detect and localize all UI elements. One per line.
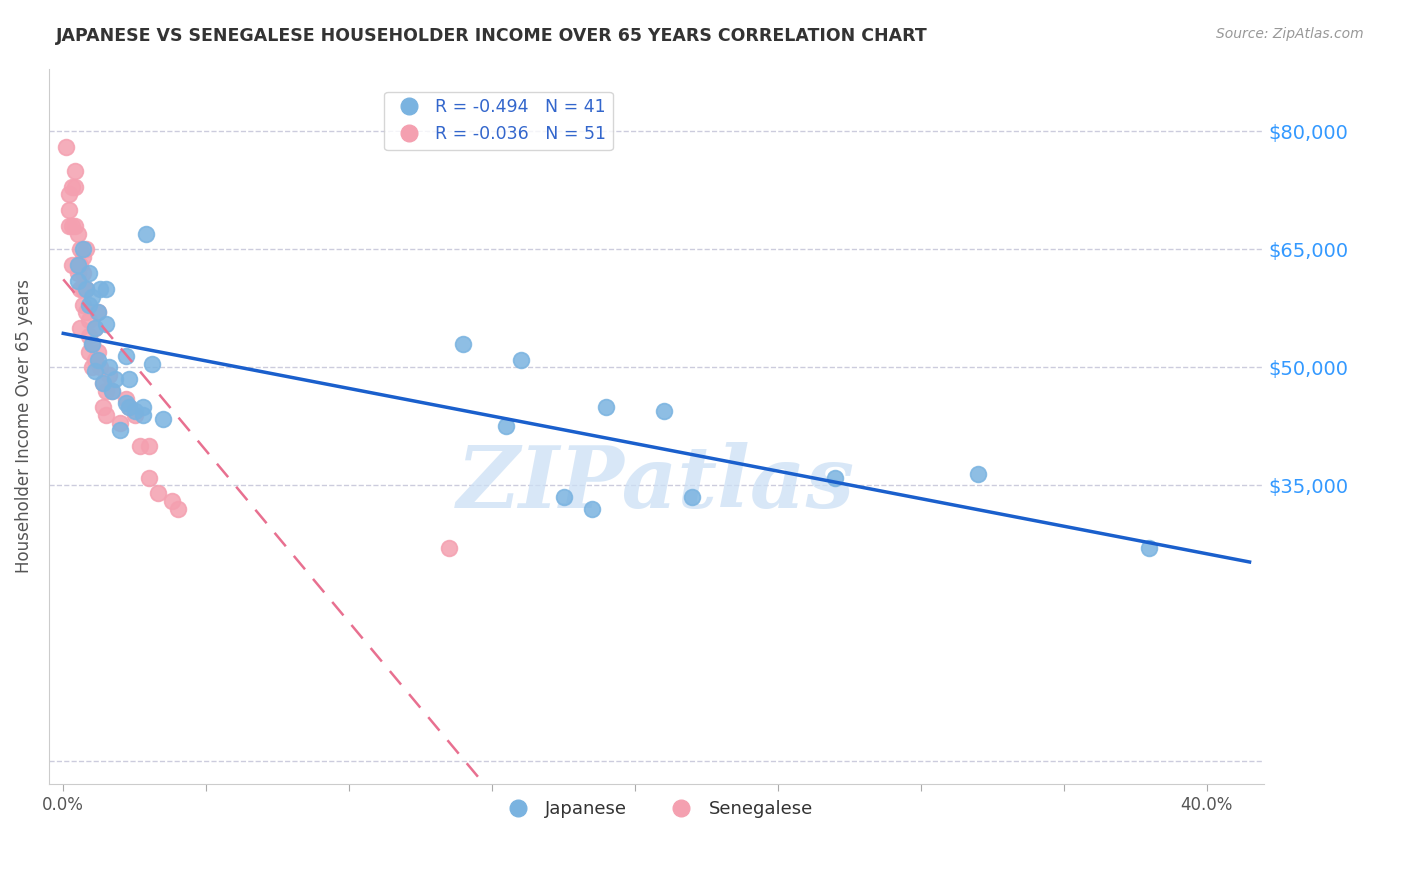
Point (98, 368, 121, 383)
Point (104, 372, 127, 386)
Point (91, 376, 114, 391)
Point (72, 250, 94, 264)
Point (115, 349, 138, 363)
Text: ZIPatlas: ZIPatlas (457, 442, 855, 525)
Point (118, 372, 141, 386)
Point (75, 282, 97, 296)
Point (77, 266, 100, 280)
Point (94, 282, 117, 296)
Point (80, 360, 103, 375)
Point (101, 384, 124, 398)
Point (80, 337, 103, 351)
Point (138, 470, 160, 484)
Point (124, 408, 146, 422)
Point (83, 364, 105, 378)
Point (75, 243, 97, 257)
Point (118, 400, 141, 414)
Point (166, 502, 188, 516)
Point (132, 400, 155, 414)
Point (98, 360, 121, 375)
Point (152, 411, 174, 425)
Point (967, 467, 990, 481)
Text: JAPANESE VS SENEGALESE HOUSEHOLDER INCOME OVER 65 YEARS CORRELATION CHART: JAPANESE VS SENEGALESE HOUSEHOLDER INCOM… (56, 27, 928, 45)
Point (652, 403, 675, 417)
Point (72, 282, 94, 296)
Point (69, 282, 91, 296)
Point (89, 282, 111, 296)
Point (115, 392, 138, 406)
Point (83, 321, 105, 335)
Point (66, 274, 89, 288)
Point (138, 439, 160, 453)
Legend: Japanese, Senegalese: Japanese, Senegalese (494, 793, 820, 825)
Point (115, 396, 138, 410)
Point (141, 357, 163, 371)
Point (94, 317, 117, 331)
Point (75, 282, 97, 296)
Point (86, 305, 108, 319)
Point (77, 329, 100, 343)
Point (101, 384, 124, 398)
Point (160, 494, 183, 508)
Point (66, 258, 89, 272)
Point (66, 227, 89, 241)
Y-axis label: Householder Income Over 65 years: Householder Income Over 65 years (15, 279, 32, 574)
Point (72, 243, 94, 257)
Point (495, 419, 517, 434)
Point (86, 344, 108, 359)
Point (83, 352, 105, 367)
Point (135, 227, 157, 241)
Point (83, 321, 105, 335)
Point (129, 439, 152, 453)
Point (453, 337, 475, 351)
Point (437, 541, 460, 556)
Point (58, 203, 80, 218)
Point (72, 266, 94, 280)
Point (146, 486, 169, 500)
Point (77, 344, 100, 359)
Point (110, 424, 132, 438)
Point (60, 179, 83, 194)
Point (91, 376, 114, 391)
Point (89, 360, 111, 375)
Point (132, 408, 155, 422)
Point (94, 384, 117, 398)
Point (55, 140, 77, 154)
Point (69, 321, 91, 335)
Point (581, 502, 603, 516)
Point (553, 490, 575, 504)
Point (69, 243, 91, 257)
Text: Source: ZipAtlas.com: Source: ZipAtlas.com (1216, 27, 1364, 41)
Point (118, 400, 141, 414)
Point (824, 470, 846, 484)
Point (75, 305, 97, 319)
Point (60, 258, 83, 272)
Point (58, 219, 80, 233)
Point (94, 408, 117, 422)
Point (69, 258, 91, 272)
Point (63, 179, 86, 194)
Point (60, 219, 83, 233)
Point (91, 400, 114, 414)
Point (80, 290, 103, 304)
Point (66, 266, 89, 280)
Point (509, 352, 531, 367)
Point (124, 403, 146, 417)
Point (58, 187, 80, 202)
Point (110, 416, 132, 430)
Point (1139, 541, 1161, 556)
Point (595, 400, 617, 414)
Point (66, 258, 89, 272)
Point (63, 163, 86, 178)
Point (77, 313, 100, 327)
Point (72, 297, 94, 311)
Point (86, 352, 108, 367)
Point (63, 219, 86, 233)
Point (80, 337, 103, 351)
Point (77, 297, 100, 311)
Point (681, 490, 703, 504)
Point (86, 305, 108, 319)
